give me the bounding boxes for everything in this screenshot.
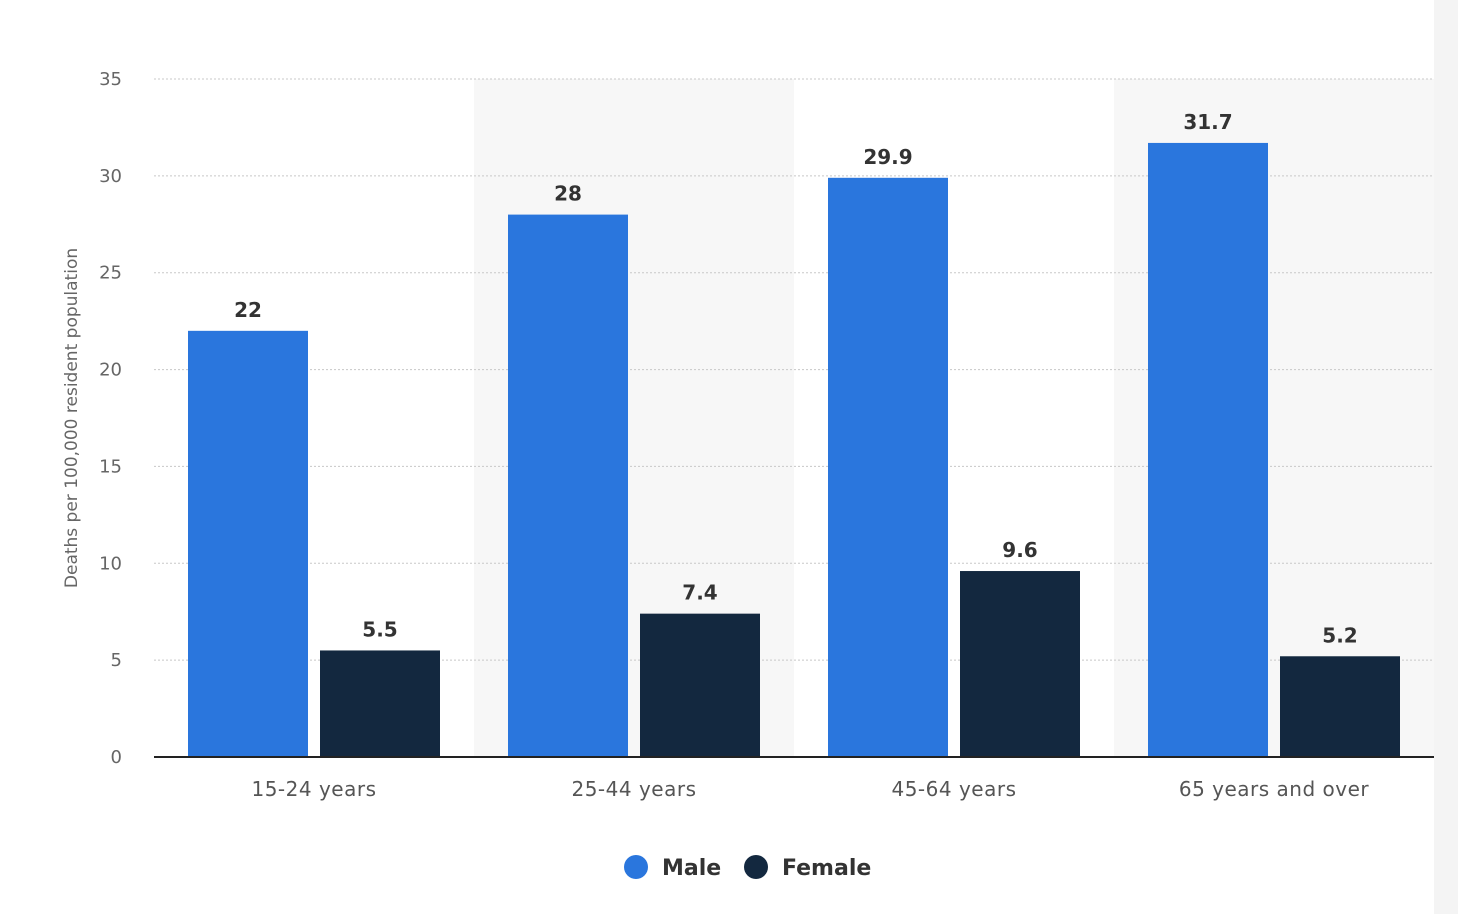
- data-label: 29.9: [863, 145, 912, 169]
- data-label: 22: [234, 298, 262, 322]
- gridlines: [154, 78, 1434, 661]
- data-label: 28: [554, 182, 582, 206]
- y-axis-ticks: 0 5 10 15 20 25 30 35: [99, 69, 122, 768]
- legend: Male Female: [624, 855, 871, 881]
- right-edge-strip: [1434, 0, 1458, 914]
- data-label: 5.5: [362, 617, 397, 641]
- y-axis-title: Deaths per 100,000 resident population: [62, 248, 82, 588]
- legend-male-label: Male: [662, 856, 721, 881]
- y-tick-label: 15: [99, 456, 122, 477]
- data-label: 7.4: [682, 581, 717, 605]
- bar-female: [960, 571, 1080, 757]
- bars: 22 5.5 28 7.4 29.9 9.6 31.7 5.2: [188, 110, 1400, 758]
- bar-female: [640, 613, 760, 757]
- y-tick-label: 25: [99, 263, 122, 284]
- x-tick-label: 65 years and over: [1179, 777, 1370, 801]
- data-label: 5.2: [1322, 623, 1357, 647]
- data-label: 9.6: [1002, 538, 1037, 562]
- y-tick-label: 5: [111, 650, 122, 671]
- bar-male: [1148, 142, 1268, 757]
- x-tick-label: 25-44 years: [571, 777, 696, 801]
- bar-male: [188, 330, 308, 757]
- y-tick-label: 35: [99, 69, 122, 90]
- legend-female-marker: [744, 855, 768, 879]
- x-axis-labels: 15-24 years 25-44 years 45-64 years 65 year…: [251, 777, 1370, 801]
- bar-male: [828, 177, 948, 757]
- x-tick-label: 45-64 years: [891, 777, 1016, 801]
- legend-male-marker: [624, 855, 648, 879]
- bar-female: [1280, 656, 1400, 757]
- x-tick-label: 15-24 years: [251, 777, 376, 801]
- y-tick-label: 20: [99, 360, 122, 381]
- bar-female: [320, 650, 440, 757]
- y-tick-label: 10: [99, 553, 122, 574]
- y-tick-label: 0: [111, 747, 122, 768]
- bar-male: [508, 214, 628, 758]
- legend-female-label: Female: [782, 856, 871, 881]
- y-tick-label: 30: [99, 166, 122, 187]
- data-label: 31.7: [1183, 110, 1232, 134]
